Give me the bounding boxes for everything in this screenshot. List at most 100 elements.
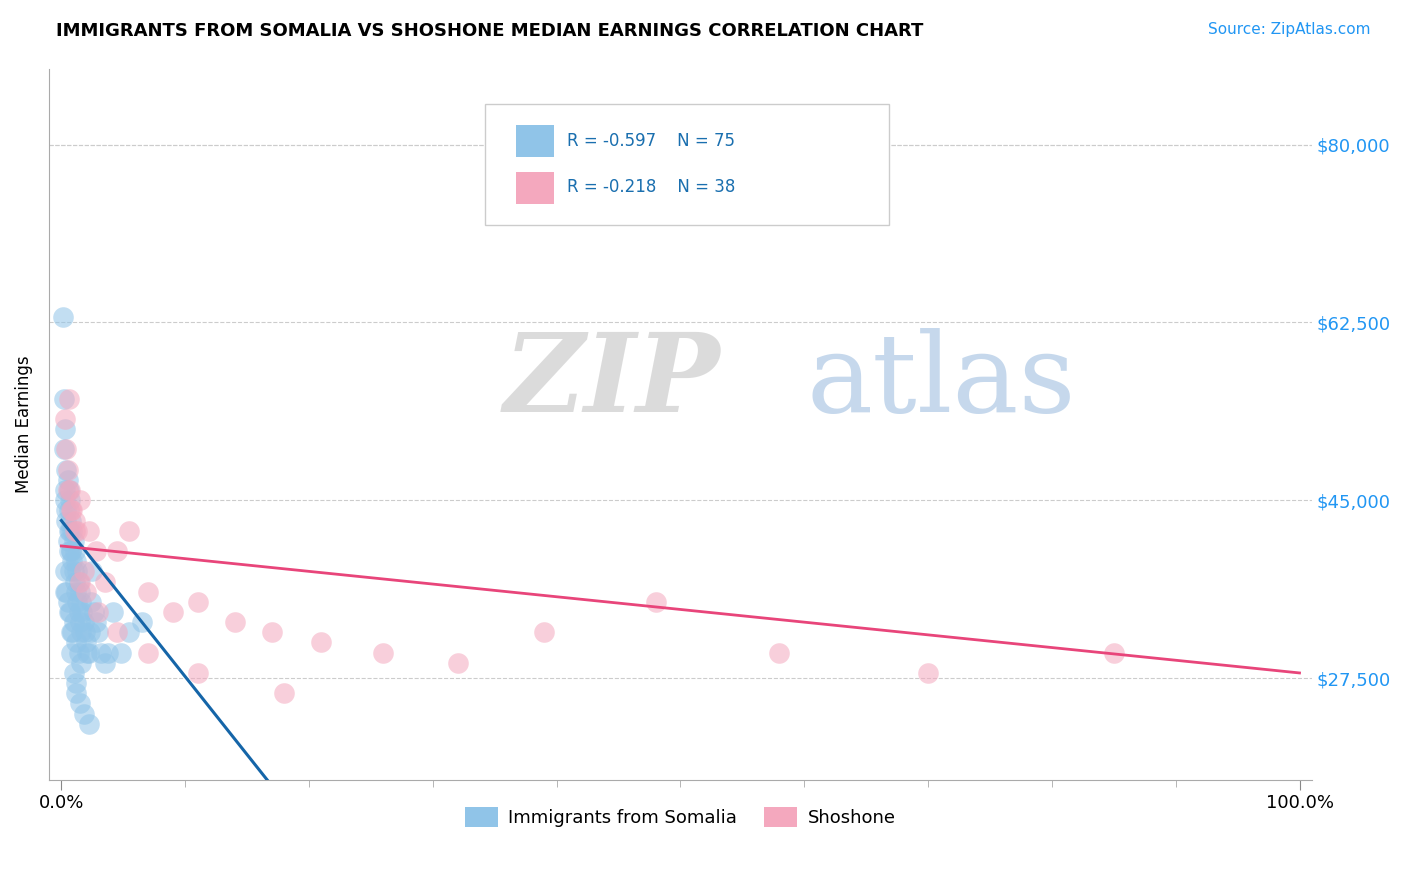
Point	[56, 483, 79, 497]
Point	[70, 656, 93, 670]
Point	[52, 442, 75, 457]
Point	[80, 595, 103, 609]
Point	[58, 605, 80, 619]
Point	[55, 503, 77, 517]
Point	[768, 646, 790, 660]
Point	[69, 493, 91, 508]
Point	[73, 625, 96, 640]
Point	[311, 635, 333, 649]
Point	[79, 625, 101, 640]
Point	[62, 615, 84, 629]
Point	[77, 646, 100, 660]
Point	[75, 584, 97, 599]
Point	[60, 544, 83, 558]
Point	[84, 544, 107, 558]
Point	[260, 625, 283, 640]
Point	[72, 615, 94, 629]
Point	[52, 310, 75, 325]
Point	[65, 554, 87, 568]
Point	[72, 565, 94, 579]
Point	[446, 656, 468, 670]
Point	[58, 503, 80, 517]
Point	[93, 656, 115, 670]
Point	[62, 524, 84, 538]
Point	[63, 524, 86, 538]
Point	[53, 412, 76, 426]
Text: Source: ZipAtlas.com: Source: ZipAtlas.com	[1208, 22, 1371, 37]
Legend: Immigrants from Somalia, Shoshone: Immigrants from Somalia, Shoshone	[458, 799, 903, 835]
Point	[59, 493, 82, 508]
Point	[87, 605, 110, 619]
Point	[187, 595, 209, 609]
Point	[56, 463, 79, 477]
Point	[644, 595, 666, 609]
Point	[69, 584, 91, 599]
Point	[118, 625, 141, 640]
Point	[65, 686, 87, 700]
Point	[105, 625, 128, 640]
Point	[56, 595, 79, 609]
Text: R = -0.597    N = 75: R = -0.597 N = 75	[567, 132, 735, 150]
Point	[53, 584, 76, 599]
Point	[162, 605, 184, 619]
Point	[60, 514, 83, 528]
Point	[59, 483, 82, 497]
Point	[58, 483, 80, 497]
Point	[93, 574, 115, 589]
Point	[60, 646, 83, 660]
Point	[66, 565, 89, 579]
Point	[63, 544, 86, 558]
Point	[70, 595, 93, 609]
Point	[82, 565, 104, 579]
Point	[103, 605, 125, 619]
Text: IMMIGRANTS FROM SOMALIA VS SHOSHONE MEDIAN EARNINGS CORRELATION CHART: IMMIGRANTS FROM SOMALIA VS SHOSHONE MEDI…	[56, 22, 924, 40]
Point	[72, 706, 94, 721]
Point	[84, 615, 107, 629]
Point	[56, 473, 79, 487]
FancyBboxPatch shape	[485, 104, 889, 225]
Point	[62, 503, 84, 517]
Point	[105, 544, 128, 558]
Point	[53, 422, 76, 436]
Bar	[516, 171, 554, 203]
Point	[62, 625, 84, 640]
Point	[224, 615, 246, 629]
Point	[58, 524, 80, 538]
Point	[533, 625, 555, 640]
Point	[65, 676, 87, 690]
Point	[58, 544, 80, 558]
Point	[87, 625, 110, 640]
Point	[56, 533, 79, 548]
Point	[77, 716, 100, 731]
Point	[69, 697, 91, 711]
Point	[136, 584, 159, 599]
Point	[55, 442, 77, 457]
Point	[63, 514, 86, 528]
Point	[55, 463, 77, 477]
Point	[72, 605, 94, 619]
Point	[59, 565, 82, 579]
Point	[67, 574, 90, 589]
Point	[90, 646, 112, 660]
Point	[60, 503, 83, 517]
Point	[62, 533, 84, 548]
Bar	[516, 126, 554, 157]
Point	[52, 392, 75, 406]
Point	[76, 646, 98, 660]
Point	[59, 605, 82, 619]
Point	[53, 493, 76, 508]
Point	[131, 615, 153, 629]
Point	[187, 665, 209, 680]
Point	[62, 565, 84, 579]
Point	[60, 544, 83, 558]
Point	[110, 646, 132, 660]
Point	[97, 646, 120, 660]
Point	[70, 625, 93, 640]
Point	[65, 584, 87, 599]
Point	[75, 635, 97, 649]
Point	[53, 565, 76, 579]
Point	[66, 595, 89, 609]
Point	[63, 574, 86, 589]
Point	[83, 605, 105, 619]
Point	[67, 646, 90, 660]
